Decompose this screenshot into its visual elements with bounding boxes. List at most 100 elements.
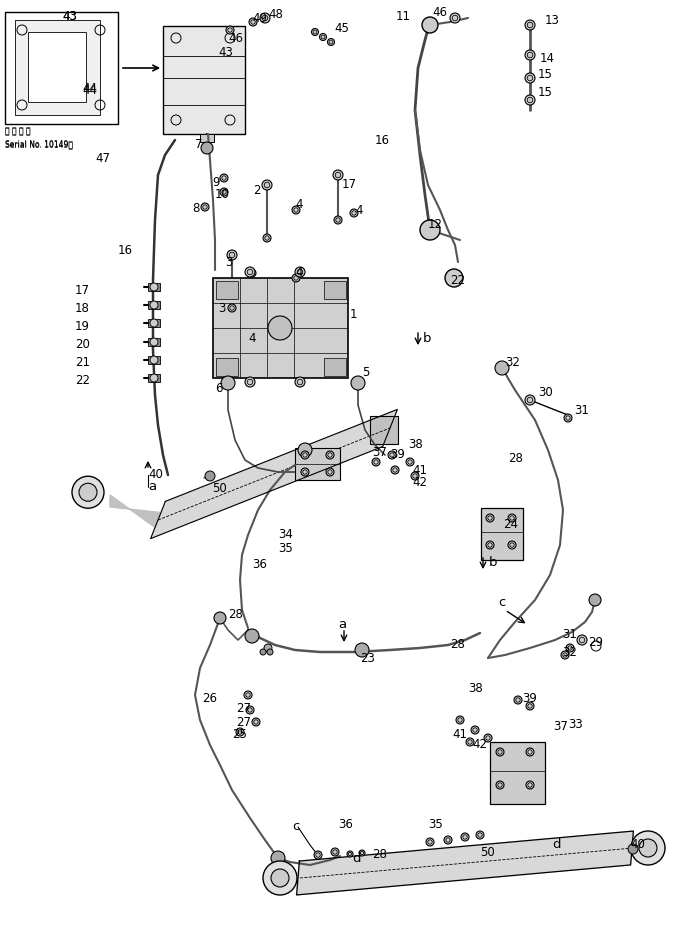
Text: 44: 44 <box>82 84 97 97</box>
Text: 28: 28 <box>372 849 387 861</box>
Text: 27: 27 <box>236 716 251 729</box>
Text: 37: 37 <box>553 720 568 733</box>
Circle shape <box>245 377 255 387</box>
Circle shape <box>495 361 509 375</box>
Text: 22: 22 <box>450 273 465 286</box>
Text: 12: 12 <box>428 219 443 232</box>
Text: d: d <box>552 839 561 852</box>
Circle shape <box>201 142 213 154</box>
Circle shape <box>244 691 252 699</box>
Text: 41: 41 <box>412 464 427 476</box>
Circle shape <box>260 13 270 23</box>
Text: 6: 6 <box>215 381 223 394</box>
Text: 9: 9 <box>212 176 219 189</box>
Text: 50: 50 <box>212 482 227 495</box>
Bar <box>148 301 160 309</box>
Text: 40: 40 <box>630 839 645 852</box>
Text: 32: 32 <box>505 356 520 368</box>
Text: 通 用 号 機: 通 用 号 機 <box>5 126 31 135</box>
Bar <box>324 358 346 376</box>
Text: 36: 36 <box>252 559 267 572</box>
Text: 22: 22 <box>75 374 90 387</box>
Text: a: a <box>338 618 346 630</box>
Circle shape <box>466 738 474 746</box>
Bar <box>481 508 523 560</box>
Text: 40: 40 <box>148 469 163 482</box>
Circle shape <box>245 267 255 277</box>
Text: 19: 19 <box>75 319 90 332</box>
Text: 38: 38 <box>468 682 483 695</box>
Circle shape <box>508 514 516 522</box>
Text: 7: 7 <box>195 138 202 151</box>
Circle shape <box>150 338 158 346</box>
Text: 23: 23 <box>360 652 375 665</box>
Circle shape <box>333 170 343 180</box>
Text: 25: 25 <box>232 729 247 742</box>
Circle shape <box>311 28 318 36</box>
Circle shape <box>514 696 522 704</box>
Circle shape <box>220 188 228 196</box>
Text: 17: 17 <box>342 178 357 192</box>
Circle shape <box>295 377 305 387</box>
Text: 31: 31 <box>574 404 589 417</box>
Text: 3: 3 <box>218 301 225 315</box>
Circle shape <box>564 414 572 422</box>
Text: 24: 24 <box>503 518 518 531</box>
Circle shape <box>406 458 414 466</box>
Circle shape <box>372 458 380 466</box>
Circle shape <box>561 651 569 659</box>
Circle shape <box>461 833 469 841</box>
Circle shape <box>220 174 228 182</box>
Text: 43: 43 <box>218 45 233 58</box>
Text: 5: 5 <box>362 366 370 379</box>
Circle shape <box>271 851 285 865</box>
Text: 34: 34 <box>278 529 293 542</box>
Circle shape <box>589 594 601 606</box>
Text: 43: 43 <box>62 10 77 23</box>
Circle shape <box>496 748 504 756</box>
Circle shape <box>248 269 256 277</box>
Bar <box>324 281 346 299</box>
Circle shape <box>227 250 237 260</box>
Text: 1: 1 <box>350 309 357 321</box>
Circle shape <box>334 216 342 224</box>
Circle shape <box>525 20 535 30</box>
Text: 16: 16 <box>375 133 390 146</box>
Circle shape <box>426 838 434 846</box>
Circle shape <box>631 831 665 865</box>
Circle shape <box>355 643 369 657</box>
Text: 17: 17 <box>75 284 90 297</box>
Text: 46: 46 <box>228 32 243 44</box>
Text: 28: 28 <box>508 452 523 465</box>
Circle shape <box>350 209 358 217</box>
Circle shape <box>263 234 271 242</box>
Text: 36: 36 <box>338 819 353 832</box>
Text: 4: 4 <box>295 266 303 279</box>
Text: 16: 16 <box>118 243 133 256</box>
Text: 18: 18 <box>75 301 90 315</box>
Bar <box>216 358 238 376</box>
Circle shape <box>328 38 335 45</box>
Text: 11: 11 <box>396 9 411 23</box>
Circle shape <box>445 269 463 287</box>
Circle shape <box>351 376 365 390</box>
Circle shape <box>260 649 266 655</box>
Circle shape <box>150 374 158 382</box>
Circle shape <box>347 851 353 857</box>
Circle shape <box>205 471 215 481</box>
Bar <box>200 134 214 142</box>
Circle shape <box>476 831 484 839</box>
Bar <box>216 281 238 299</box>
Text: 2: 2 <box>253 183 260 196</box>
Bar <box>163 26 245 134</box>
Text: 32: 32 <box>562 645 577 658</box>
Text: 15: 15 <box>538 85 553 99</box>
Circle shape <box>420 220 440 240</box>
Circle shape <box>267 649 273 655</box>
Polygon shape <box>110 495 161 528</box>
Text: 29: 29 <box>588 636 603 649</box>
Text: c: c <box>292 821 299 834</box>
Circle shape <box>331 848 339 856</box>
Text: b: b <box>489 557 497 569</box>
Circle shape <box>72 476 104 508</box>
